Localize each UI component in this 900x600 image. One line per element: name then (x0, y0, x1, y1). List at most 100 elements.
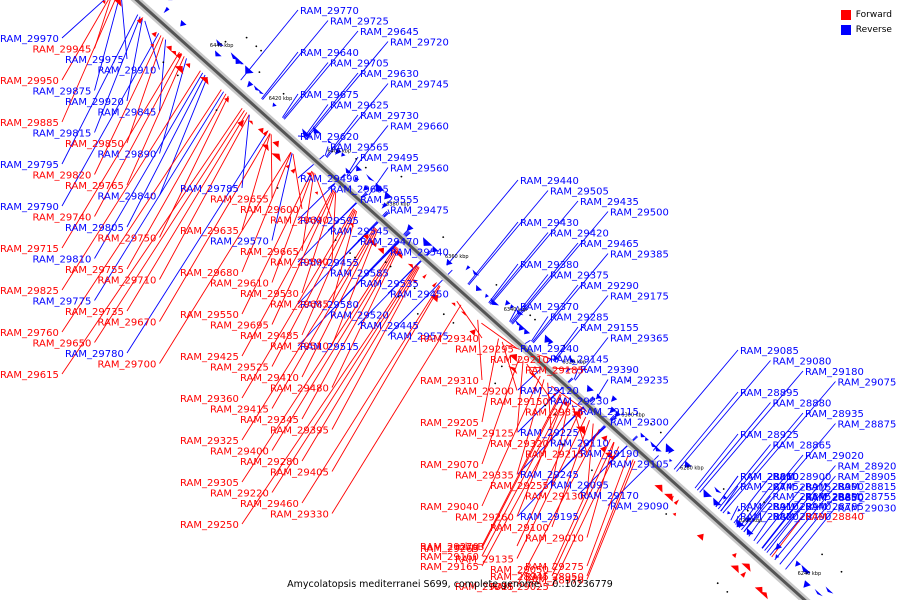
forward-gene-feature (314, 191, 318, 195)
leader-line (586, 459, 634, 577)
reverse-gene-feature (723, 495, 728, 500)
leader-line (271, 152, 293, 241)
gene-label: RAM_29535 (360, 279, 419, 290)
forward-gene-feature (367, 240, 375, 247)
forward-gene-feature (673, 499, 680, 505)
leader-line (722, 381, 836, 514)
gene-label: RAM_29130 (525, 492, 584, 503)
feature-marker (413, 287, 416, 290)
reverse-gene-feature (354, 176, 360, 181)
leader-line (501, 341, 518, 391)
forward-gene-feature (407, 263, 414, 269)
reverse-gene-feature (446, 258, 453, 266)
leader-line (769, 475, 836, 556)
leader-line (241, 170, 313, 315)
leader-line (61, 33, 160, 207)
gene-label: RAM_29305 (180, 478, 239, 489)
forward-gene-feature (696, 533, 704, 541)
gene-label: RAM_29075 (838, 378, 897, 389)
gene-label: RAM_29205 (420, 418, 479, 429)
legend-forward-label: Forward (855, 9, 892, 20)
leader-line (94, 72, 204, 259)
leader-line (314, 173, 333, 220)
forward-gene-feature (261, 144, 269, 152)
feature-marker (245, 36, 248, 39)
leader-line (743, 423, 836, 533)
feature-marker (650, 422, 652, 425)
feature-marker (354, 256, 356, 259)
gene-label: RAM_29755 (65, 265, 124, 276)
leader-line (766, 505, 804, 553)
forward-gene-feature (377, 247, 384, 255)
forward-gene-feature (101, 0, 106, 4)
scale-tick-label: 6320 kbp (563, 360, 587, 366)
gene-label: RAM_29715 (0, 244, 59, 255)
leader-line (61, 108, 243, 375)
reverse-gene-feature (247, 80, 254, 88)
reverse-gene-feature (703, 489, 712, 498)
gene-label: RAM_29635 (180, 226, 239, 237)
gene-label: RAM_28850 (805, 493, 864, 504)
forward-gene-feature (731, 553, 737, 558)
reverse-gene-feature (423, 237, 433, 246)
gene-label: RAM_29675 (300, 90, 359, 101)
forward-gene-feature (271, 153, 281, 162)
gene-label: RAM_29720 (390, 38, 449, 49)
gene-label: RAM_29590 (270, 258, 329, 269)
gene-label: RAM_29525 (210, 363, 269, 374)
leader-line (490, 200, 579, 305)
gene-label: RAM_29025 (490, 582, 549, 593)
gene-label: RAM_29510 (270, 342, 329, 353)
reverse-gene-feature (363, 185, 369, 191)
leader-line (652, 349, 739, 451)
leader-line (94, 91, 224, 301)
leader-line (159, 114, 250, 280)
leader-line (271, 265, 418, 493)
reverse-gene-feature (644, 436, 649, 441)
leader-line (481, 402, 571, 567)
gene-label: RAM_29290 (580, 281, 639, 292)
leader-line (481, 338, 499, 423)
gene-label: RAM_29665 (240, 247, 299, 258)
leader-line (241, 245, 396, 483)
gene-label: RAM_29480 (270, 384, 329, 395)
feature-marker (162, 61, 165, 64)
gene-label: RAM_29655 (210, 195, 269, 206)
leader-line (301, 191, 336, 294)
reverse-gene-feature (384, 191, 393, 200)
gene-label: RAM_28790 (773, 512, 832, 523)
gene-label: RAM_29550 (180, 310, 239, 321)
forward-gene-feature (672, 512, 677, 517)
gene-label: RAM_29155 (580, 323, 639, 334)
leader-line (696, 402, 771, 491)
reverse-gene-feature (795, 560, 801, 567)
gene-label: RAM_28910 (740, 502, 799, 513)
gene-label: RAM_29760 (0, 328, 59, 339)
forward-gene-feature (248, 120, 254, 125)
feature-marker (554, 413, 556, 415)
leader-line (241, 114, 250, 189)
gene-label: RAM_29790 (0, 202, 59, 213)
reverse-swatch (840, 24, 851, 35)
forward-gene-feature (741, 563, 751, 572)
leader-line (121, 0, 128, 60)
reverse-gene-feature (375, 182, 385, 192)
leader-line (304, 72, 359, 139)
leader-line (94, 35, 162, 175)
gene-label: RAM_29875 (33, 87, 92, 98)
reverse-gene-feature (547, 339, 554, 345)
forward-gene-feature (398, 254, 403, 259)
leader-line (551, 401, 570, 486)
reverse-gene-feature (327, 139, 332, 144)
gene-label: RAM_29490 (300, 174, 359, 185)
leader-line (509, 305, 519, 322)
gene-label: RAM_28880 (773, 399, 832, 410)
reverse-gene-feature (476, 284, 483, 291)
reverse-gene-feature (614, 410, 621, 418)
gene-label: RAM_29115 (580, 407, 639, 418)
leader-line (694, 433, 739, 489)
leader-line (481, 357, 520, 465)
forward-gene-feature (422, 274, 427, 279)
gene-label: RAM_29570 (210, 237, 269, 248)
feature-marker (416, 313, 419, 315)
